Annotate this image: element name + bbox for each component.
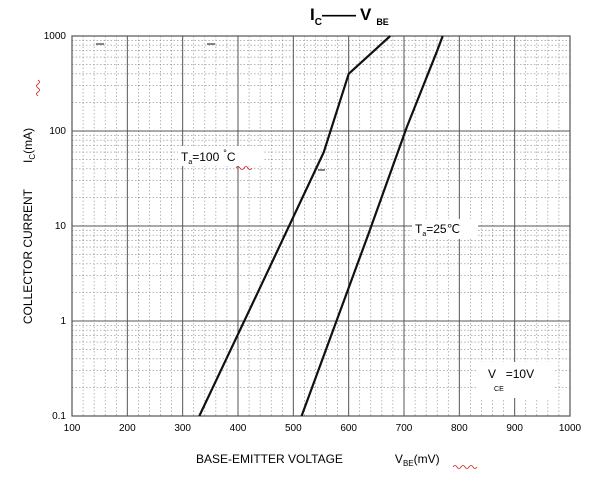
x-axis-symbol: V [395,452,403,466]
title-left-sub: C [315,17,322,28]
series-line-t25 [300,35,444,417]
t25-label-bg [412,219,478,239]
t100-value: =100 [192,150,219,164]
y-tick-label: 0.1 [52,411,66,422]
x-tick-label: 900 [506,423,523,434]
y-tick-label: 10 [55,221,67,232]
t100-label: Ta=100 °C [181,148,236,166]
x-axis-unit: (mV) [414,452,440,466]
y-tick-labels: 0.1 1 10 100 1000 [44,31,67,422]
y-axis-title: COLLECTOR CURRENT [21,188,35,324]
series-line-t100 [198,35,391,417]
x-unit-underline [452,465,478,469]
y-axis-label: COLLECTOR CURRENT IC(mA) [21,128,37,324]
x-tick-label: 300 [174,423,191,434]
t100-deg: ° [223,148,227,158]
y-axis-unit: (mA) [21,128,35,154]
title-right-symbol: V [360,5,372,24]
y-unit-underline [36,79,40,97]
t100-symbol: T [181,150,189,164]
x-tick-label: 1000 [559,423,582,434]
x-tick-label: 200 [119,423,136,434]
x-tick-label: 400 [230,423,247,434]
t100-sub: a [188,159,192,166]
y-axis-sub: C [28,154,37,160]
y-axis-symbol: I [21,160,35,163]
y-tick-label: 100 [49,126,66,137]
t25-label: Ta=25℃ [415,222,460,238]
series-layer [198,35,444,417]
x-tick-label: 800 [451,423,468,434]
x-tick-label: 700 [396,423,413,434]
t25-sub: a [422,231,426,238]
t100-label-bg [178,146,264,166]
t100-unit: C [227,150,236,164]
vce-annotation-bg [478,362,554,398]
vce-sub: CE [494,386,504,393]
x-axis-title: BASE-EMITTER VOLTAGE [196,452,343,466]
y-tick-label: 1000 [44,31,67,42]
x-tick-label: 600 [340,423,357,434]
vce-annotation: V CE=10V [488,367,534,393]
title-right-sub: BE [376,17,389,27]
t25-value: =25℃ [426,222,460,236]
vce-symbol: V [488,367,496,381]
y-tick-label: 1 [60,316,66,327]
t100-unit-underline [235,166,253,170]
vce-value: =10V [506,367,534,381]
chart-title: IC—— V BE [310,5,389,28]
x-axis-label: BASE-EMITTER VOLTAGE VBE(mV) [196,452,440,468]
t25-symbol: T [415,222,423,236]
x-tick-labels: 100 200 300 400 500 600 700 800 900 1000 [64,423,582,434]
title-left-symbol: I [310,5,315,24]
x-tick-label: 100 [64,423,81,434]
x-tick-label: 500 [285,423,302,434]
plot-frame [71,35,571,417]
x-axis-sub: BE [403,459,414,468]
